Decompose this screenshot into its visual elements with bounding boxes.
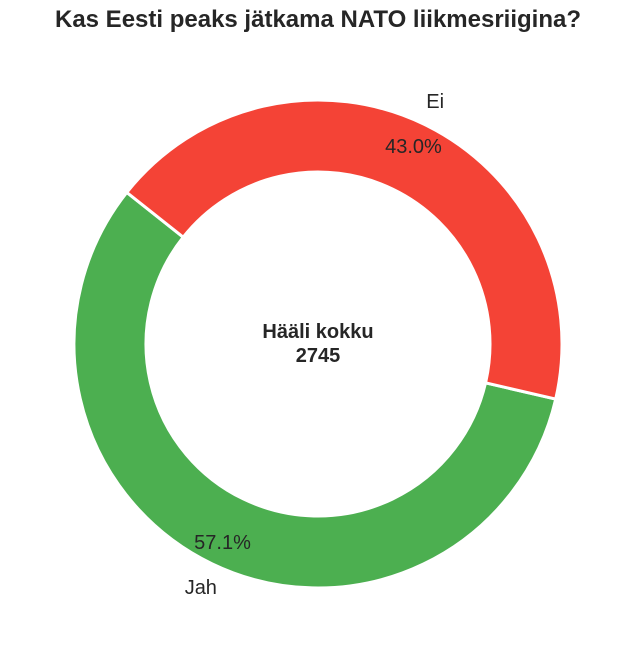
center-value: 2745 [296,345,341,367]
chart-title: Kas Eesti peaks jätkama NATO liikmesriig… [54,6,581,33]
percent-label-ei: 43.0% [385,136,442,158]
percent-label-jah: 57.1% [194,532,251,554]
slices-group [72,98,564,590]
category-label-ei: Ei [426,91,444,113]
labels-group: 57.1% Jah 43.0% Ei [185,91,444,599]
slice-jah [72,190,558,590]
center-label: Hääli kokku [262,321,373,343]
category-label-jah: Jah [185,577,217,599]
slice-ei [124,98,564,401]
